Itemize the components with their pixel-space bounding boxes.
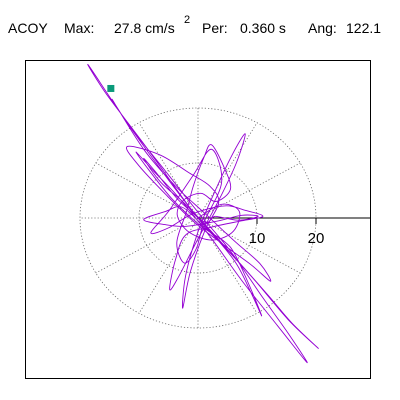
radial-tick-labels: 10 20: [249, 218, 325, 247]
grid-spoke-60: [197, 122, 258, 219]
period-label: Per:: [202, 20, 228, 36]
orbit-trace-path: [87, 63, 319, 364]
radial-tick-label-10: 10: [249, 230, 266, 247]
period-value: 0.360 s: [240, 20, 286, 36]
grid-spoke-120: [138, 122, 199, 219]
angle-value: 122.1: [346, 20, 382, 36]
acceleration-orbit-trace: [87, 63, 319, 364]
plot-frame: [25, 60, 371, 379]
chart-header: ACOY Max: 27.8 cm/s 2 Per: 0.360 s Ang: …: [0, 0, 400, 48]
max-marker: [107, 84, 115, 92]
max-unit-exponent: 2: [184, 14, 191, 26]
max-point-marker: [107, 84, 115, 92]
max-value: 27.8 cm/s: [114, 20, 175, 36]
grid-spoke-300: [197, 217, 258, 314]
grid-spoke-30: [197, 162, 301, 219]
grid-spoke-240: [138, 217, 199, 314]
grid-spoke-150: [95, 162, 199, 219]
max-label: Max:: [64, 20, 95, 36]
angle-label: Ang:: [308, 20, 337, 36]
radial-tick-label-20: 20: [308, 230, 325, 247]
grid-spoke-330: [197, 217, 301, 274]
component-label: ACOY: [8, 20, 48, 36]
